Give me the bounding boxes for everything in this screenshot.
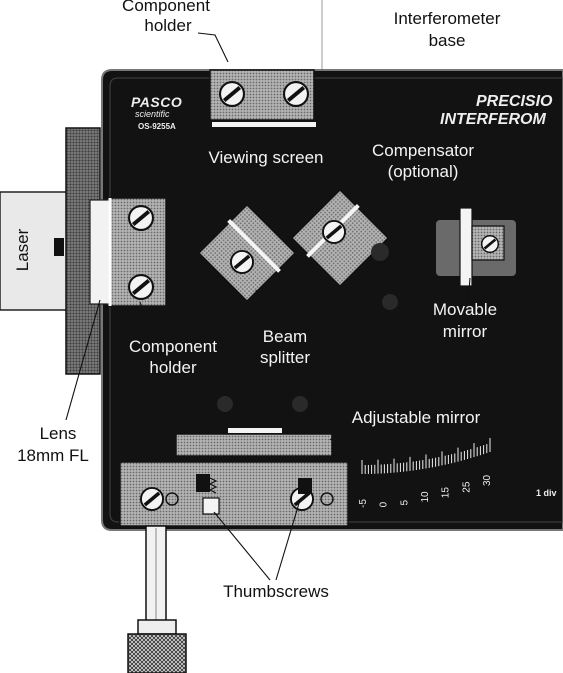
title-line-1: PRECISIO xyxy=(476,93,553,110)
scale-tick-label: 5 xyxy=(399,500,410,506)
laser-label: Laser xyxy=(13,228,32,272)
spring-icon xyxy=(208,477,218,494)
screw-icon xyxy=(128,205,154,231)
mount-hole xyxy=(292,396,308,412)
screw-icon xyxy=(283,81,309,107)
viewing-screen-label: Viewing screen xyxy=(208,148,324,167)
viewing-screen xyxy=(212,122,316,127)
scale-tick-label: 10 xyxy=(420,491,431,503)
movable-mirror xyxy=(459,207,473,287)
thumbscrew-2 xyxy=(298,478,312,494)
mount-hole xyxy=(217,396,233,412)
screw-icon xyxy=(230,250,254,274)
beam-splitter-label-2: splitter xyxy=(259,348,311,367)
mount-hole xyxy=(382,294,398,310)
laser-indicator xyxy=(54,238,64,256)
movable-mirror-label-2: mirror xyxy=(442,322,488,341)
component-holder-top-label-1: Component xyxy=(122,0,210,15)
lens-label-1: Lens xyxy=(39,424,77,443)
adjustable-mirror xyxy=(175,433,333,457)
pasco-logo-sub: scientific xyxy=(135,109,170,119)
compensator-label-1: Compensator xyxy=(371,141,475,160)
interferometer-base xyxy=(101,69,563,531)
scale-unit: 1 div xyxy=(536,488,557,498)
scale-tick-label: 0 xyxy=(379,501,390,507)
movable-mirror-label-1: Movable xyxy=(432,300,498,319)
scale-tick-label: 15 xyxy=(441,487,452,499)
scale-tick-label: 30 xyxy=(482,474,493,486)
title-line-2: INTERFEROM xyxy=(440,111,546,128)
scale-tick-label: 25 xyxy=(461,481,472,493)
mount-hole xyxy=(371,243,389,261)
beam-splitter-label-1: Beam xyxy=(262,327,308,346)
pasco-logo: PASCO xyxy=(131,94,183,110)
micrometer-scale: -5 0 5 10 15 25 30 xyxy=(358,438,493,508)
model-number: OS-9255A xyxy=(138,122,176,131)
base-inner-edge xyxy=(109,77,563,523)
leader-lines xyxy=(65,32,471,581)
component-holder-top-label-2: holder xyxy=(144,16,192,35)
adjustable-mirror-surface xyxy=(228,428,282,433)
screw-icon xyxy=(322,220,346,244)
compensator-label-2: (optional) xyxy=(387,162,459,181)
scale-tick-label: -5 xyxy=(358,499,369,508)
interferometer-base-label-1: Interferometer xyxy=(393,9,501,28)
interferometer-base-label-2: base xyxy=(428,31,466,50)
thumbscrews-label: Thumbscrews xyxy=(223,582,329,601)
component-holder-left-label-1: Component xyxy=(129,337,217,356)
screw-icon xyxy=(219,81,245,107)
knurled-knob xyxy=(127,633,187,673)
component-holder-left-label-2: holder xyxy=(149,358,197,377)
thumbscrew-1 xyxy=(196,474,210,492)
screw-icon xyxy=(481,235,499,253)
screw-icon xyxy=(128,274,154,300)
screw-icon xyxy=(140,487,164,511)
lens-label-2: 18mm FL xyxy=(17,446,89,465)
adjustable-mirror-label: Adjustable mirror xyxy=(351,408,481,427)
